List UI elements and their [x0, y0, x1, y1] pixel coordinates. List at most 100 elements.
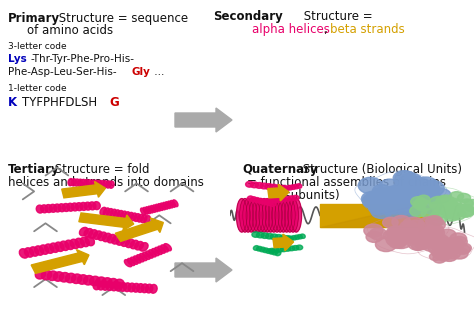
Ellipse shape	[288, 196, 295, 201]
Ellipse shape	[294, 235, 300, 240]
Circle shape	[421, 226, 441, 239]
Circle shape	[413, 200, 425, 209]
Ellipse shape	[268, 198, 279, 232]
Ellipse shape	[130, 257, 138, 264]
Ellipse shape	[269, 249, 275, 253]
Ellipse shape	[281, 247, 287, 252]
Ellipse shape	[272, 198, 278, 203]
Circle shape	[401, 226, 419, 238]
Ellipse shape	[141, 215, 147, 223]
Ellipse shape	[160, 203, 166, 210]
Ellipse shape	[292, 195, 299, 200]
Circle shape	[427, 224, 444, 236]
Polygon shape	[31, 253, 82, 273]
Circle shape	[419, 232, 434, 242]
Circle shape	[457, 205, 474, 217]
Ellipse shape	[54, 204, 61, 212]
Ellipse shape	[80, 203, 87, 211]
Circle shape	[438, 239, 454, 250]
Ellipse shape	[137, 214, 144, 222]
Circle shape	[358, 177, 382, 194]
Circle shape	[437, 198, 451, 208]
Text: ...: ...	[151, 67, 164, 77]
Ellipse shape	[134, 256, 141, 263]
Circle shape	[438, 200, 456, 212]
Text: 3-letter code: 3-letter code	[8, 42, 67, 51]
Circle shape	[363, 193, 385, 208]
Circle shape	[393, 196, 414, 211]
Circle shape	[428, 244, 443, 254]
Ellipse shape	[275, 198, 285, 232]
Circle shape	[438, 198, 452, 207]
Circle shape	[410, 234, 426, 245]
Ellipse shape	[297, 234, 302, 239]
Ellipse shape	[107, 234, 116, 243]
Ellipse shape	[249, 198, 260, 232]
Circle shape	[437, 252, 449, 261]
Ellipse shape	[275, 234, 283, 240]
Text: helices and strands into domains: helices and strands into domains	[8, 176, 204, 189]
Ellipse shape	[286, 237, 291, 241]
Text: Gly: Gly	[132, 67, 151, 77]
Circle shape	[450, 233, 467, 244]
Circle shape	[387, 226, 403, 238]
Circle shape	[426, 218, 445, 231]
Circle shape	[428, 213, 447, 226]
Circle shape	[411, 242, 424, 250]
Ellipse shape	[119, 283, 127, 291]
Ellipse shape	[278, 198, 289, 232]
Circle shape	[429, 197, 448, 209]
Circle shape	[422, 190, 441, 203]
Ellipse shape	[146, 207, 151, 214]
Circle shape	[405, 226, 420, 237]
Ellipse shape	[87, 180, 92, 187]
Circle shape	[374, 196, 394, 209]
Text: Quaternary: Quaternary	[242, 163, 318, 176]
Circle shape	[411, 197, 426, 207]
Circle shape	[362, 191, 383, 206]
Ellipse shape	[254, 246, 259, 250]
Polygon shape	[278, 184, 289, 201]
Ellipse shape	[292, 246, 299, 250]
Ellipse shape	[281, 187, 287, 191]
Circle shape	[407, 227, 424, 239]
Text: -Thr-Tyr-Phe-Pro-His-: -Thr-Tyr-Phe-Pro-His-	[31, 54, 135, 64]
Circle shape	[417, 195, 430, 204]
Circle shape	[403, 222, 418, 232]
Text: K: K	[8, 96, 17, 109]
Ellipse shape	[275, 197, 283, 202]
Ellipse shape	[288, 246, 295, 251]
Circle shape	[407, 220, 426, 233]
Circle shape	[403, 190, 422, 203]
Ellipse shape	[67, 203, 74, 211]
Circle shape	[420, 199, 442, 214]
Circle shape	[411, 189, 431, 203]
Ellipse shape	[267, 198, 274, 203]
Ellipse shape	[108, 278, 118, 288]
Circle shape	[393, 171, 415, 185]
Ellipse shape	[106, 282, 114, 291]
Text: Secondary: Secondary	[213, 10, 283, 23]
Ellipse shape	[130, 240, 139, 249]
Circle shape	[434, 237, 447, 247]
Circle shape	[442, 251, 457, 261]
Ellipse shape	[275, 188, 281, 192]
Circle shape	[438, 201, 454, 212]
Circle shape	[394, 230, 412, 242]
Ellipse shape	[55, 242, 64, 251]
Ellipse shape	[68, 179, 73, 186]
Circle shape	[461, 199, 473, 207]
Text: Structure =: Structure =	[300, 10, 373, 23]
Ellipse shape	[272, 198, 283, 232]
Ellipse shape	[165, 202, 171, 209]
Circle shape	[434, 201, 447, 210]
Ellipse shape	[132, 283, 140, 292]
Circle shape	[371, 188, 392, 202]
FancyArrow shape	[175, 108, 232, 132]
Circle shape	[400, 185, 421, 199]
Ellipse shape	[240, 198, 250, 232]
Ellipse shape	[63, 204, 70, 211]
Circle shape	[439, 229, 456, 241]
Ellipse shape	[250, 197, 256, 202]
Ellipse shape	[170, 200, 175, 207]
